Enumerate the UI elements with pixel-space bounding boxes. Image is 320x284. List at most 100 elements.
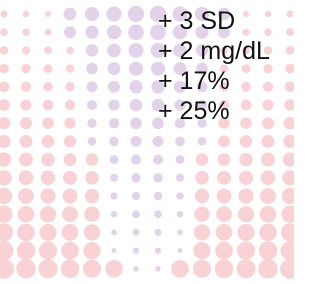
- dot: [44, 64, 53, 73]
- dot: [0, 64, 9, 74]
- dot: [41, 153, 54, 166]
- dot: [107, 25, 121, 39]
- dot: [128, 24, 144, 40]
- dot: [131, 136, 142, 147]
- dot: [215, 242, 233, 260]
- dot: [238, 188, 253, 203]
- dot: [283, 135, 294, 148]
- dot: [133, 229, 140, 236]
- dot: [284, 99, 294, 111]
- dot: [86, 63, 98, 75]
- list-item: + 2 mg/dL: [158, 37, 270, 65]
- page: {"items": ["+ 3 SD", "+ 2 mg/dL", "+ 17%…: [0, 0, 294, 284]
- dot: [177, 230, 183, 236]
- dot: [259, 241, 278, 260]
- dot: [87, 81, 98, 92]
- dot: [153, 173, 162, 182]
- dot: [105, 260, 123, 278]
- dot: [281, 223, 294, 241]
- dot: [285, 64, 294, 74]
- dot: [109, 137, 119, 147]
- dot: [176, 192, 183, 199]
- dot: [241, 82, 251, 92]
- dot: [286, 28, 294, 36]
- dot: [1, 11, 8, 18]
- dot: [262, 99, 273, 110]
- dot: [85, 7, 99, 21]
- list-item: + 25%: [158, 97, 230, 125]
- dot: [0, 241, 13, 260]
- dot: [17, 224, 35, 242]
- dot: [284, 117, 294, 129]
- dot: [87, 119, 96, 128]
- dot: [39, 242, 57, 260]
- dot: [155, 248, 161, 254]
- dot: [110, 155, 119, 164]
- dot: [194, 224, 210, 240]
- dot: [239, 153, 252, 166]
- dot: [237, 224, 254, 241]
- dot: [283, 152, 294, 166]
- dot: [0, 46, 8, 55]
- dot: [175, 137, 185, 147]
- dot: [0, 117, 10, 129]
- dot: [259, 224, 277, 242]
- dot: [193, 242, 210, 259]
- dot: [43, 100, 54, 111]
- dot: [83, 260, 101, 278]
- dot: [109, 118, 119, 128]
- dot: [218, 135, 230, 147]
- dot: [22, 46, 30, 54]
- dot: [0, 99, 10, 111]
- dot: [193, 260, 211, 278]
- dot: [84, 207, 99, 222]
- dot: [64, 153, 77, 166]
- dot: [19, 170, 34, 185]
- dot: [243, 11, 249, 17]
- dot: [108, 99, 119, 110]
- dot: [44, 46, 52, 54]
- dot: [62, 206, 78, 222]
- dot: [258, 259, 277, 278]
- dot: [61, 260, 80, 279]
- dot: [171, 260, 189, 278]
- dot: [285, 81, 294, 92]
- dot: [83, 242, 100, 259]
- dot: [88, 137, 97, 146]
- dot: [280, 259, 294, 279]
- dot: [112, 248, 117, 253]
- dot: [260, 206, 277, 223]
- dot: [62, 224, 79, 241]
- dot: [282, 170, 294, 185]
- dot: [262, 117, 274, 129]
- dot: [216, 224, 233, 241]
- dot: [64, 118, 75, 129]
- dot: [17, 241, 36, 260]
- dot: [195, 171, 208, 184]
- dot: [63, 171, 77, 185]
- dot: [198, 137, 207, 146]
- dot: [0, 223, 13, 241]
- dot: [282, 188, 294, 204]
- dot: [262, 135, 275, 148]
- dot: [0, 259, 14, 279]
- dot: [45, 29, 52, 36]
- dot: [110, 174, 118, 182]
- dot: [132, 210, 140, 218]
- dot: [64, 135, 76, 147]
- dot: [108, 62, 121, 75]
- dot: [242, 64, 251, 73]
- dot: [176, 174, 184, 182]
- dot: [264, 29, 271, 36]
- dot: [0, 188, 12, 204]
- dot: [153, 136, 164, 147]
- dot: [281, 241, 294, 260]
- dot: [40, 188, 55, 203]
- dot: [129, 80, 142, 93]
- illustration: + 3 SD+ 2 mg/dL+ 17%+ 25%: [0, 0, 294, 284]
- dot: [154, 192, 163, 201]
- dot: [215, 260, 234, 279]
- dot: [45, 11, 51, 17]
- dot: [20, 117, 32, 129]
- dot: [155, 266, 160, 271]
